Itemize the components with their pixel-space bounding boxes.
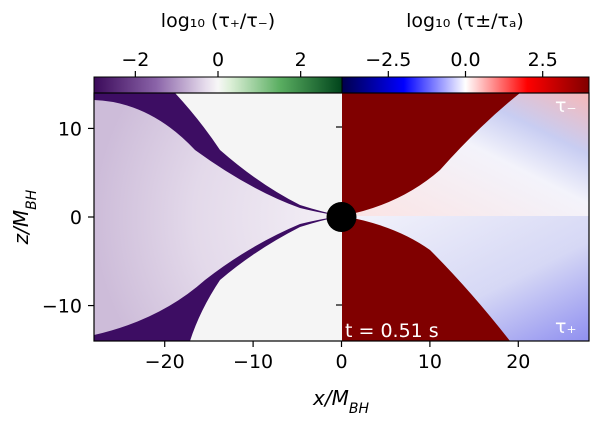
- colorbar-right-strip: [341, 76, 590, 94]
- x-tick-label: 10: [418, 351, 442, 373]
- colorbar-tick-label: −2: [121, 49, 149, 71]
- colorbar-left-ticks: −2 0 2: [121, 49, 307, 77]
- left-panel-pale-region: [94, 100, 342, 335]
- right-panel-lower-cone: [342, 216, 589, 341]
- y-axis-label: z/MBH: [9, 189, 40, 245]
- plot-area: [94, 93, 589, 341]
- colorbar-left: [93, 76, 343, 94]
- x-tick-label: −20: [145, 351, 185, 373]
- time-annotation: t = 0.51 s: [345, 320, 439, 342]
- y-tick-label: 10: [58, 118, 82, 140]
- colorbar-tick-label: 0: [212, 49, 224, 71]
- colorbar-tick-label: 2: [295, 49, 307, 71]
- x-axis-ticks: −20 −10 0 10 20: [145, 126, 530, 373]
- right-panel-upper-cone: [342, 93, 589, 216]
- colorbar-right-title: log₁₀ (τ±/τₐ): [406, 10, 524, 32]
- tau-plus-label: τ₊: [555, 316, 576, 338]
- colorbar-right-ticks: −2.5 0.0 2.5: [365, 49, 558, 77]
- x-tick-label: 20: [506, 351, 530, 373]
- tau-minus-label: τ₋: [555, 95, 576, 117]
- x-axis-label: x/MBH: [312, 386, 369, 417]
- colorbar-tick-label: −2.5: [365, 49, 411, 71]
- colorbar-tick-label: 2.5: [528, 49, 558, 71]
- colorbar-left-strip: [93, 76, 343, 94]
- y-tick-label: −10: [42, 296, 82, 318]
- x-tick-label: 0: [335, 351, 347, 373]
- colorbar-right: [341, 76, 590, 94]
- black-hole-marker: [326, 202, 357, 232]
- x-tick-label: −10: [233, 351, 273, 373]
- y-tick-label: 0: [70, 207, 82, 229]
- colorbar-tick-label: 0.0: [450, 49, 480, 71]
- y-axis-ticks: 10 0 −10: [42, 118, 94, 318]
- colorbar-left-title: log₁₀ (τ₊/τ₋): [161, 10, 275, 32]
